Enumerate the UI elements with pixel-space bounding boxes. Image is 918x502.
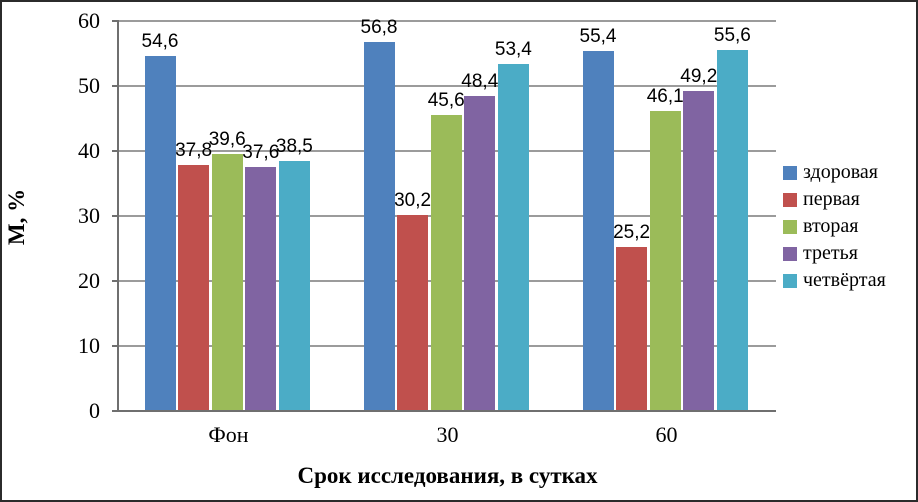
y-tick-mark-0 bbox=[112, 410, 119, 412]
bar-label-третья-60: 49,2 bbox=[680, 66, 718, 88]
y-tick-label-40: 40 bbox=[78, 138, 100, 163]
x-category-label-Фон: Фон bbox=[208, 422, 249, 447]
bar-label-здоровая-Фон: 54,6 bbox=[141, 31, 179, 53]
bar-первая-60 bbox=[616, 247, 648, 411]
bar-label-первая-60: 25,2 bbox=[613, 222, 651, 244]
bar-вторая-Фон bbox=[211, 153, 243, 411]
bar-четвёртая-30 bbox=[497, 63, 529, 411]
bar-здоровая-60 bbox=[582, 50, 614, 411]
bar-третья-30 bbox=[464, 96, 496, 411]
bar-третья-Фон bbox=[245, 166, 277, 411]
legend-label: здоровая bbox=[803, 161, 878, 183]
y-tick-mark-10 bbox=[112, 345, 119, 347]
y-tick-mark-30 bbox=[112, 215, 119, 217]
y-tick-mark-50 bbox=[112, 85, 119, 87]
bar-label-первая-30: 30,2 bbox=[394, 189, 432, 211]
legend-item-четвёртая: четвёртая bbox=[783, 267, 886, 294]
bar-первая-30 bbox=[397, 214, 429, 411]
x-category-label-30: 30 bbox=[436, 422, 459, 447]
bar-label-четвёртая-Фон: 38,5 bbox=[275, 135, 313, 157]
grid-line-50 bbox=[119, 85, 776, 87]
bar-здоровая-30 bbox=[363, 41, 395, 411]
y-tick-mark-40 bbox=[112, 150, 119, 152]
y-tick-mark-20 bbox=[112, 280, 119, 282]
x-axis-title: Срок исследования, в сутках bbox=[297, 463, 598, 488]
y-tick-label-10: 10 bbox=[78, 333, 100, 358]
bar-label-вторая-60: 46,1 bbox=[646, 86, 684, 108]
bar-четвёртая-60 bbox=[716, 49, 748, 411]
legend-item-вторая: вторая bbox=[783, 213, 886, 240]
bar-третья-60 bbox=[683, 91, 715, 411]
bar-здоровая-Фон bbox=[144, 56, 176, 411]
bar-label-третья-30: 48,4 bbox=[461, 71, 499, 93]
legend-swatch-icon bbox=[783, 246, 797, 261]
bar-label-третья-Фон: 37,6 bbox=[242, 141, 280, 163]
y-tick-label-60: 60 bbox=[78, 8, 100, 33]
bar-label-четвёртая-30: 53,4 bbox=[494, 38, 532, 60]
y-tick-mark-60 bbox=[112, 20, 119, 22]
legend-item-третья: третья bbox=[783, 240, 886, 267]
y-tick-label-50: 50 bbox=[78, 73, 100, 98]
bar-первая-Фон bbox=[178, 165, 210, 411]
y-tick-label-30: 30 bbox=[78, 203, 100, 228]
bar-четвёртая-Фон bbox=[278, 160, 310, 411]
bar-вторая-30 bbox=[430, 114, 462, 411]
bar-вторая-60 bbox=[649, 111, 681, 411]
bar-label-здоровая-30: 56,8 bbox=[360, 16, 398, 38]
legend-swatch-icon bbox=[783, 165, 797, 180]
x-axis-line bbox=[117, 410, 776, 412]
legend-label: первая bbox=[803, 188, 860, 210]
bar-label-вторая-Фон: 39,6 bbox=[208, 128, 246, 150]
y-axis-line bbox=[117, 21, 119, 411]
y-axis-title: М, % bbox=[4, 188, 29, 246]
legend-label: третья bbox=[803, 242, 858, 264]
y-tick-label-0: 0 bbox=[89, 398, 100, 423]
legend-label: четвёртая bbox=[803, 269, 886, 291]
legend: здоровая первая вторая третья четвёртая bbox=[783, 159, 886, 294]
bar-label-здоровая-60: 55,4 bbox=[579, 25, 617, 47]
bar-label-четвёртая-60: 55,6 bbox=[713, 24, 751, 46]
legend-swatch-icon bbox=[783, 273, 797, 288]
legend-label: вторая bbox=[803, 215, 859, 237]
grid-line-60 bbox=[119, 20, 776, 22]
x-category-label-60: 60 bbox=[655, 422, 678, 447]
y-tick-label-20: 20 bbox=[78, 268, 100, 293]
legend-swatch-icon bbox=[783, 219, 797, 234]
legend-swatch-icon bbox=[783, 192, 797, 207]
bar-label-вторая-30: 45,6 bbox=[427, 89, 465, 111]
legend-item-первая: первая bbox=[783, 186, 886, 213]
legend-item-здоровая: здоровая bbox=[783, 159, 886, 186]
bar-label-первая-Фон: 37,8 bbox=[175, 140, 213, 162]
